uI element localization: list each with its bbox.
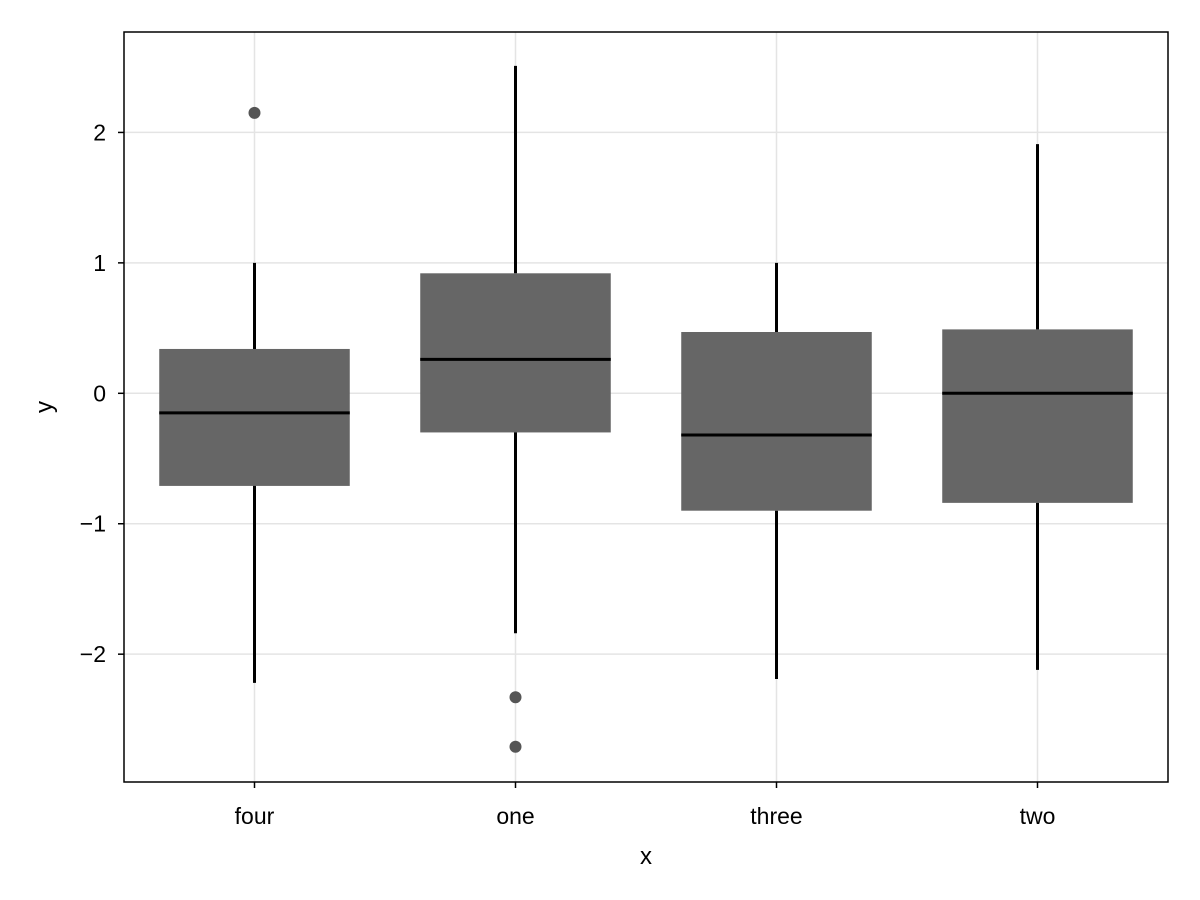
boxes-layer bbox=[159, 273, 1133, 511]
box-four bbox=[159, 348, 350, 486]
x-axis-label: x bbox=[640, 843, 652, 870]
y-axis-label: y bbox=[31, 401, 58, 413]
x-tick-label: four bbox=[235, 803, 275, 829]
ticks-layer: −2 −1 0 1 2 four one three two bbox=[80, 119, 1056, 829]
outliers-layer bbox=[248, 106, 522, 753]
x-tick-label: two bbox=[1020, 803, 1056, 829]
plot-frame bbox=[123, 31, 1169, 783]
y-tick-label: 1 bbox=[93, 250, 106, 276]
x-tick-label: three bbox=[750, 803, 802, 829]
box-two bbox=[942, 329, 1133, 503]
box-one bbox=[420, 273, 611, 433]
x-tick-label: one bbox=[496, 803, 534, 829]
y-tick-label: −1 bbox=[80, 511, 106, 537]
y-tick-label: −2 bbox=[80, 641, 106, 667]
outlier-point bbox=[509, 740, 522, 753]
outlier-point bbox=[248, 106, 261, 119]
box-three bbox=[681, 332, 872, 511]
y-tick-label: 0 bbox=[93, 380, 106, 406]
whiskers-layer bbox=[159, 65, 1133, 683]
outlier-point bbox=[509, 691, 522, 704]
y-tick-label: 2 bbox=[93, 119, 106, 145]
